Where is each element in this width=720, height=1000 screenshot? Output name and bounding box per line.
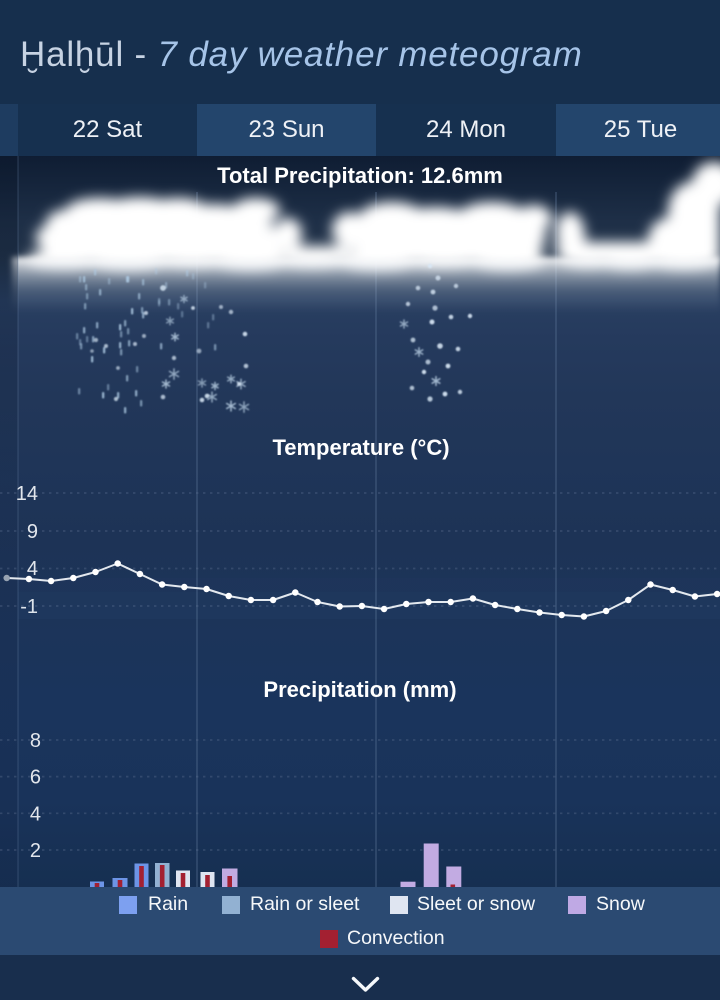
svg-text:6: 6: [30, 767, 41, 789]
svg-text:-1: -1: [20, 596, 38, 618]
svg-text:14: 14: [16, 483, 38, 505]
svg-text:Precipitation (mm): Precipitation (mm): [263, 677, 456, 702]
svg-text:Total Precipitation: 12.6mm: Total Precipitation: 12.6mm: [217, 163, 503, 188]
svg-text:Temperature (°C): Temperature (°C): [272, 435, 449, 460]
svg-text:9: 9: [27, 521, 38, 543]
svg-text:4: 4: [30, 803, 41, 825]
svg-text:4: 4: [27, 558, 38, 580]
svg-text:2: 2: [30, 840, 41, 862]
svg-text:8: 8: [30, 730, 41, 752]
